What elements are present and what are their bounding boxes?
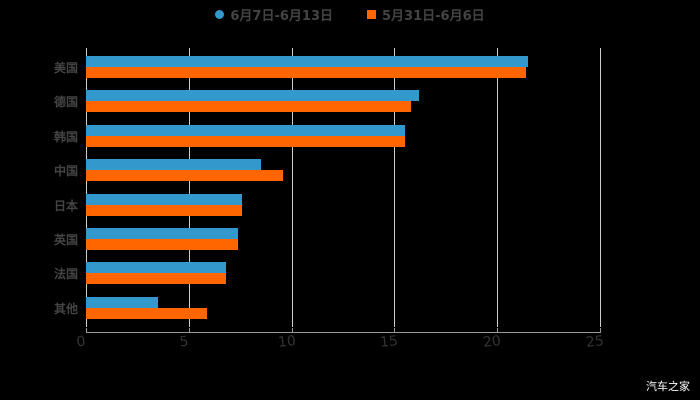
gridline	[497, 48, 499, 327]
x-tick	[497, 328, 499, 333]
bar-series2[interactable]	[86, 273, 226, 285]
bar-series2[interactable]	[86, 204, 243, 216]
y-axis-line	[86, 48, 87, 327]
bar-series1[interactable]	[86, 90, 420, 102]
category-label: 德国	[53, 95, 78, 110]
watermark: 汽车之家	[646, 380, 690, 393]
legend-item-series2[interactable]: 5月31日-6月6日	[367, 4, 485, 24]
x-axis-line	[86, 332, 600, 333]
legend-label-series2: 5月31日-6月6日	[382, 8, 485, 24]
bar-series2[interactable]	[86, 135, 405, 147]
bar-series2[interactable]	[86, 67, 526, 78]
category-label: 中国	[53, 164, 78, 179]
series2-marker-icon	[367, 9, 376, 19]
bar-series1[interactable]	[86, 296, 158, 308]
bar-series1[interactable]	[86, 124, 405, 136]
series1-marker-icon	[215, 9, 225, 19]
bar-series1[interactable]	[86, 159, 261, 171]
category-label: 日本	[53, 198, 78, 213]
bar-series2[interactable]	[86, 170, 284, 182]
category-label: 法国	[53, 267, 78, 282]
bar-series1[interactable]	[86, 262, 226, 274]
x-tick-label: 5	[178, 333, 190, 351]
bar-series2[interactable]	[86, 239, 239, 250]
x-tick	[86, 328, 87, 333]
x-tick	[394, 328, 396, 333]
legend-label-series1: 6月7日-6月13日	[230, 8, 333, 24]
gridline	[394, 48, 396, 327]
x-tick	[291, 328, 293, 333]
category-label: 英国	[53, 233, 78, 247]
legend-item-series1[interactable]: 6月7日-6月13日	[215, 4, 333, 24]
x-tick-label: 15	[379, 333, 400, 351]
x-tick	[600, 328, 601, 333]
x-tick-label: 0	[75, 333, 87, 351]
chart-legend: 6月7日-6月13日 5月31日-6月6日	[0, 4, 700, 24]
x-tick-label: 20	[482, 333, 502, 351]
category-label: 其他	[53, 301, 78, 316]
category-label: 韩国	[53, 129, 78, 144]
gridline	[600, 48, 601, 327]
bar-series2[interactable]	[86, 307, 208, 319]
gridline	[188, 48, 190, 327]
x-tick-label: 10	[276, 333, 297, 351]
gridline	[291, 48, 293, 327]
plot-area	[86, 48, 601, 327]
bar-series2[interactable]	[86, 101, 411, 113]
bar-series1[interactable]	[86, 193, 243, 205]
x-tick	[188, 328, 190, 333]
x-tick-label: 25	[585, 333, 605, 351]
bar-series1[interactable]	[86, 228, 239, 239]
category-label: 美国	[53, 61, 78, 75]
bar-series1[interactable]	[86, 56, 529, 67]
